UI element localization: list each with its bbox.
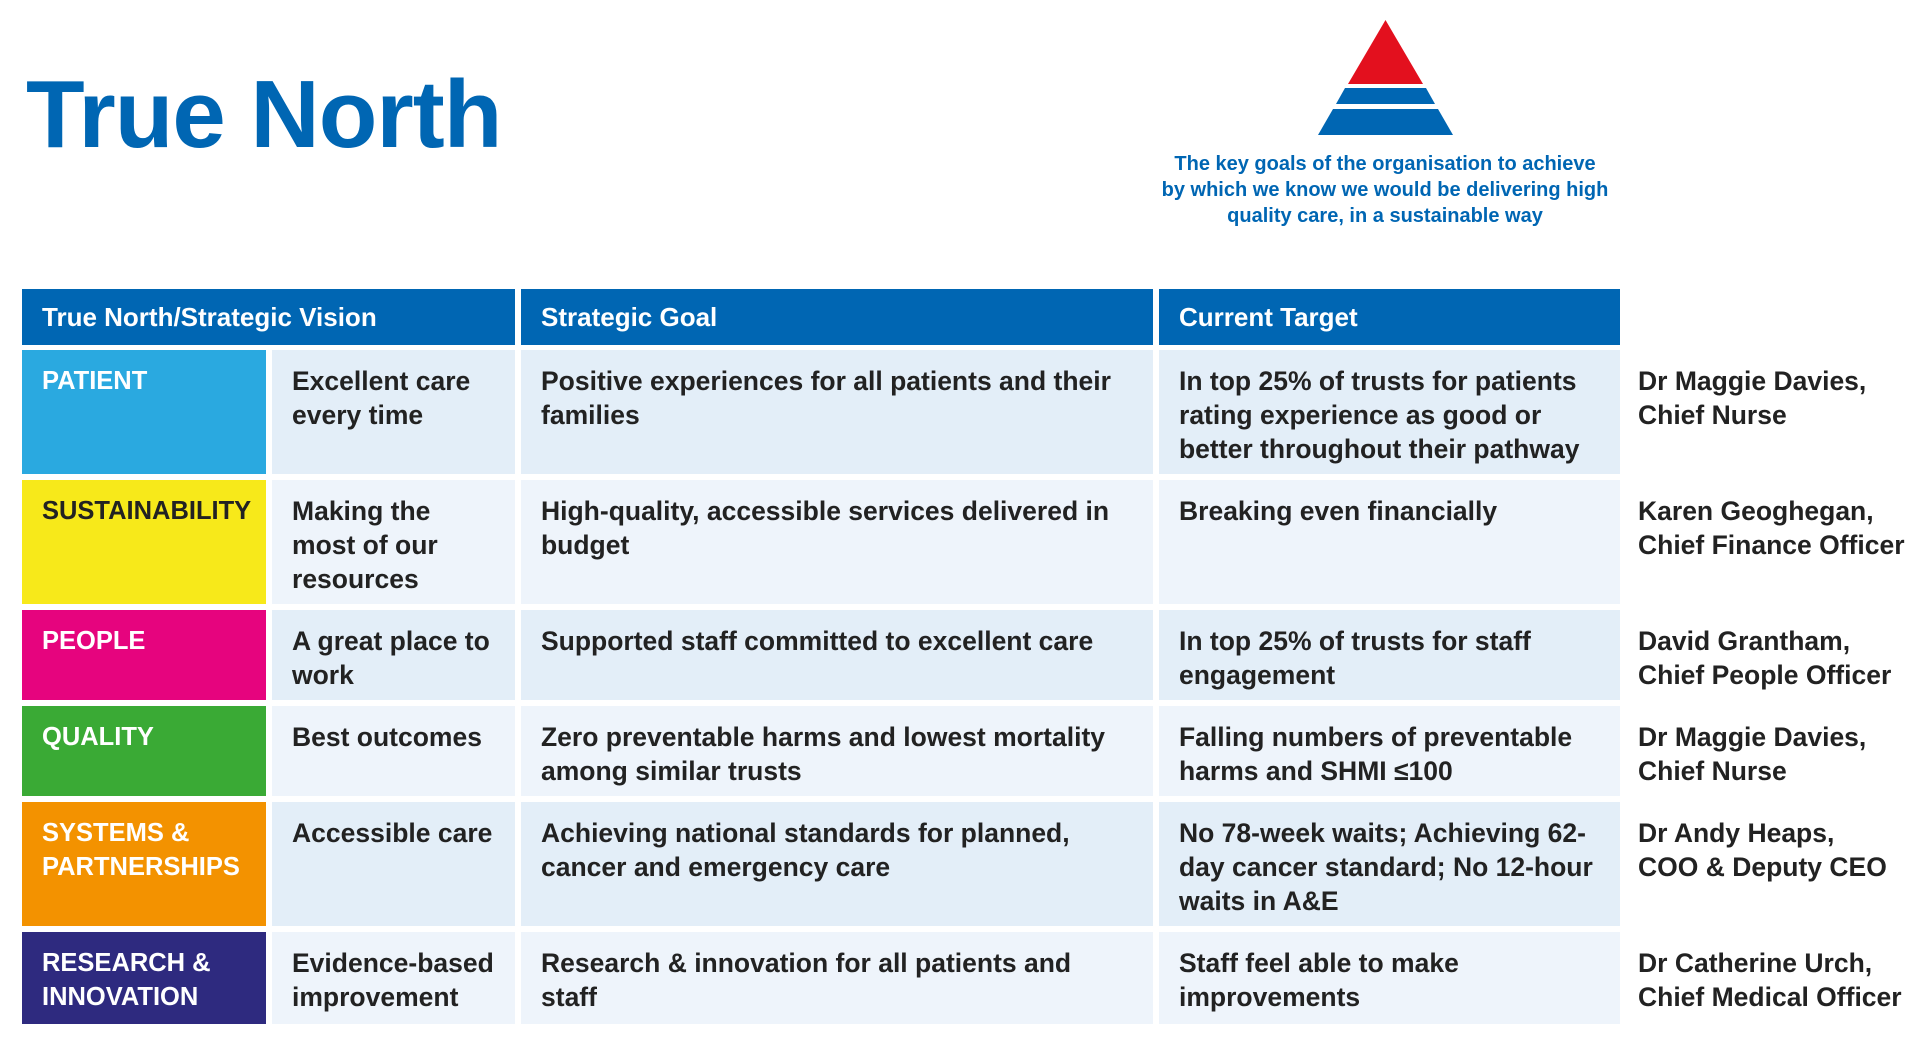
row-5-goal: Research & innovation for all patients a…	[521, 932, 1153, 1024]
row-4-goal: Achieving national standards for planned…	[521, 802, 1153, 926]
row-2-vision: A great place to work	[272, 610, 515, 700]
header-current-target: Current Target	[1159, 289, 1620, 345]
row-3-category: QUALITY	[22, 706, 266, 796]
page-title: True North	[26, 61, 502, 168]
row-3-target: Falling numbers of preventable harms and…	[1159, 706, 1620, 796]
header-strategic-vision: True North/Strategic Vision	[22, 289, 515, 345]
row-3-vision: Best outcomes	[272, 706, 515, 796]
row-5-category: RESEARCH & INNOVATION	[22, 932, 266, 1024]
row-5-owner: Dr Catherine Urch, Chief Medical Officer	[1620, 932, 1920, 1028]
owner-name: Dr Maggie Davies,	[1638, 722, 1867, 752]
row-4-vision: Accessible care	[272, 802, 515, 926]
row-2-owner: David Grantham, Chief People Officer	[1620, 610, 1920, 706]
row-1-vision: Making the most of our resources	[272, 480, 515, 604]
row-1-goal: High-quality, accessible services delive…	[521, 480, 1153, 604]
owner-role: Chief Nurse	[1638, 756, 1787, 786]
pyramid-caption: The key goals of the organisation to ach…	[1161, 153, 1609, 227]
owner-name: Dr Maggie Davies,	[1638, 366, 1867, 396]
row-3-owner: Dr Maggie Davies, Chief Nurse	[1620, 706, 1920, 802]
owner-name: Karen Geoghegan,	[1638, 496, 1874, 526]
header-strategic-goal: Strategic Goal	[521, 289, 1153, 345]
row-2-target: In top 25% of trusts for staff engagemen…	[1159, 610, 1620, 700]
row-3-goal: Zero preventable harms and lowest mortal…	[521, 706, 1153, 796]
row-1-category: SUSTAINABILITY	[22, 480, 266, 604]
row-5-target: Staff feel able to make improvements	[1159, 932, 1620, 1024]
owner-role: Chief Finance Officer	[1638, 530, 1905, 560]
row-0-vision: Excellent care every time	[272, 350, 515, 474]
row-0-owner: Dr Maggie Davies, Chief Nurse	[1620, 350, 1920, 446]
row-2-goal: Supported staff committed to excellent c…	[521, 610, 1153, 700]
row-4-target: No 78-week waits; Achieving 62-day cance…	[1159, 802, 1620, 926]
row-0-category: PATIENT	[22, 350, 266, 474]
owner-name: Dr Catherine Urch,	[1638, 948, 1873, 978]
row-2-category: PEOPLE	[22, 610, 266, 700]
row-5-vision: Evidence-based improvement	[272, 932, 515, 1024]
row-4-category: SYSTEMS & PARTNERSHIPS	[22, 802, 266, 926]
owner-role: Chief Nurse	[1638, 400, 1787, 430]
row-1-target: Breaking even financially	[1159, 480, 1620, 604]
owner-role: Chief Medical Officer	[1638, 982, 1902, 1012]
row-1-owner: Karen Geoghegan, Chief Finance Officer	[1620, 480, 1920, 576]
owner-name: Dr Andy Heaps,	[1638, 818, 1835, 848]
row-4-owner: Dr Andy Heaps, COO & Deputy CEO	[1620, 802, 1920, 898]
triangle-red-blue-icon	[1318, 20, 1453, 135]
row-0-target: In top 25% of trusts for patients rating…	[1159, 350, 1620, 474]
owner-name: David Grantham,	[1638, 626, 1851, 656]
owner-role: COO & Deputy CEO	[1638, 852, 1887, 882]
row-0-goal: Positive experiences for all patients an…	[521, 350, 1153, 474]
owner-role: Chief People Officer	[1638, 660, 1892, 690]
